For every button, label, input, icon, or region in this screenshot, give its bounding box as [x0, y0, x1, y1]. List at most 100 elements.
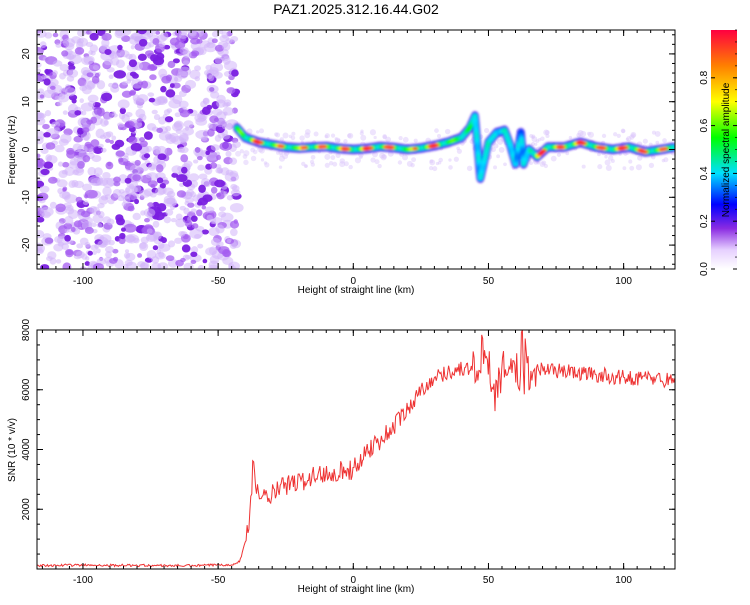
noise-speckle: [105, 138, 111, 143]
snr-y-label: SNR (10 * v/v): [7, 418, 18, 482]
noise-speckle: [135, 108, 146, 118]
noise-speckle: [165, 89, 176, 98]
colorbar-tick-label: 0.0: [699, 262, 710, 276]
noise-speckle: [184, 220, 193, 228]
ridge-halo-speckle: [411, 157, 417, 163]
ridge-halo-speckle: [629, 165, 635, 171]
ridge-halo-speckle: [243, 150, 250, 157]
ridge-halo-speckle: [444, 128, 451, 135]
ridge-halo-speckle: [604, 155, 608, 159]
colorbar: 0.0 0.2 0.4 0.6 0.8 Normalized spectral ampl…: [699, 29, 737, 276]
noise-speckle: [218, 30, 224, 35]
noise-speckle: [222, 256, 234, 265]
noise-speckle: [37, 216, 45, 223]
noise-speckle: [207, 123, 213, 129]
ridge-halo-speckle: [587, 131, 591, 136]
noise-speckle: [118, 237, 126, 245]
ridge-halo-speckle: [550, 155, 557, 162]
noise-speckle: [47, 78, 59, 87]
ridge-halo-speckle: [535, 139, 540, 143]
ridge-peak: [662, 147, 669, 151]
ridge-halo-speckle: [259, 147, 265, 154]
noise-speckle: [71, 98, 77, 104]
noise-speckle: [114, 52, 121, 59]
noise-speckle: [210, 237, 221, 247]
ridge-halo-speckle: [260, 158, 265, 162]
noise-speckle: [88, 100, 96, 108]
noise-speckle: [62, 110, 68, 115]
ridge-halo-speckle: [252, 149, 258, 155]
noise-speckle: [131, 73, 139, 79]
ridge-halo-speckle: [601, 133, 607, 139]
ridge-halo-speckle: [661, 158, 666, 163]
noise-speckle: [205, 150, 210, 156]
noise-speckle: [208, 74, 215, 82]
noise-speckle: [145, 173, 152, 179]
noise-speckle: [155, 30, 161, 35]
ridge-halo-speckle: [622, 166, 627, 171]
noise-speckle: [139, 242, 147, 250]
noise-speckle: [163, 216, 172, 224]
noise-speckle: [188, 173, 200, 182]
ridge-halo-speckle: [628, 159, 633, 164]
noise-speckle: [60, 133, 72, 144]
ridge-halo-speckle: [374, 159, 380, 165]
noise-speckle: [181, 166, 188, 174]
ridge-halo-speckle: [531, 136, 538, 143]
x-tick-label: 50: [483, 575, 495, 586]
ridge-halo-speckle: [605, 165, 612, 172]
noise-speckle: [137, 53, 147, 61]
noise-speckle: [206, 42, 216, 49]
noise-speckle: [229, 202, 244, 213]
noise-speckle: [221, 123, 228, 130]
noise-speckle: [131, 186, 139, 193]
noise-speckle: [45, 154, 53, 162]
ridge-halo-speckle: [540, 136, 545, 141]
ridge-halo-speckle: [604, 159, 611, 166]
ridge-halo-speckle: [456, 148, 462, 154]
noise-speckle: [154, 187, 165, 196]
noise-speckle: [106, 218, 115, 225]
noise-speckle: [80, 131, 91, 141]
ridge-halo-speckle: [413, 138, 418, 143]
noise-speckle: [210, 186, 218, 194]
noise-speckle: [103, 59, 113, 66]
noise-speckle: [96, 107, 105, 117]
ridge-halo-speckle: [438, 157, 443, 163]
noise-speckle: [130, 142, 143, 152]
noise-speckle: [197, 265, 205, 269]
noise-speckle: [172, 58, 180, 64]
noise-speckle: [118, 123, 125, 128]
ridge-peak: [257, 141, 264, 145]
noise-speckle: [157, 242, 165, 249]
snr-x-axis: -100 -50 0 50 100: [41, 330, 665, 586]
noise-speckle: [187, 202, 195, 208]
ridge-halo-speckle: [380, 154, 387, 161]
noise-speckle: [180, 154, 189, 163]
noise-speckle: [61, 191, 71, 200]
colorbar-gradient: [711, 30, 737, 269]
noise-speckle: [91, 206, 101, 216]
noise-speckle: [163, 99, 168, 104]
ridge-halo-speckle: [539, 161, 546, 167]
noise-speckle: [108, 74, 114, 80]
ridge-halo-speckle: [377, 163, 382, 169]
noise-speckle: [64, 87, 76, 97]
noise-speckle: [122, 196, 131, 205]
noise-speckle: [196, 209, 203, 217]
noise-speckle: [47, 176, 58, 184]
noise-speckle: [174, 40, 186, 49]
noise-speckle: [147, 163, 157, 171]
spectrogram-y-axis: -20 -10 0 10 20: [21, 34, 675, 265]
ridge-halo-speckle: [654, 130, 661, 137]
ridge-halo-speckle: [255, 130, 260, 134]
ridge-halo-speckle: [343, 161, 349, 167]
noise-speckle: [146, 31, 154, 38]
noise-speckle: [132, 174, 141, 182]
noise-speckle: [146, 228, 153, 234]
noise-speckle: [174, 237, 183, 244]
noise-speckle: [190, 215, 198, 222]
noise-speckle: [132, 150, 137, 155]
ridge-halo-speckle: [282, 132, 289, 139]
noise-speckle: [127, 136, 138, 144]
